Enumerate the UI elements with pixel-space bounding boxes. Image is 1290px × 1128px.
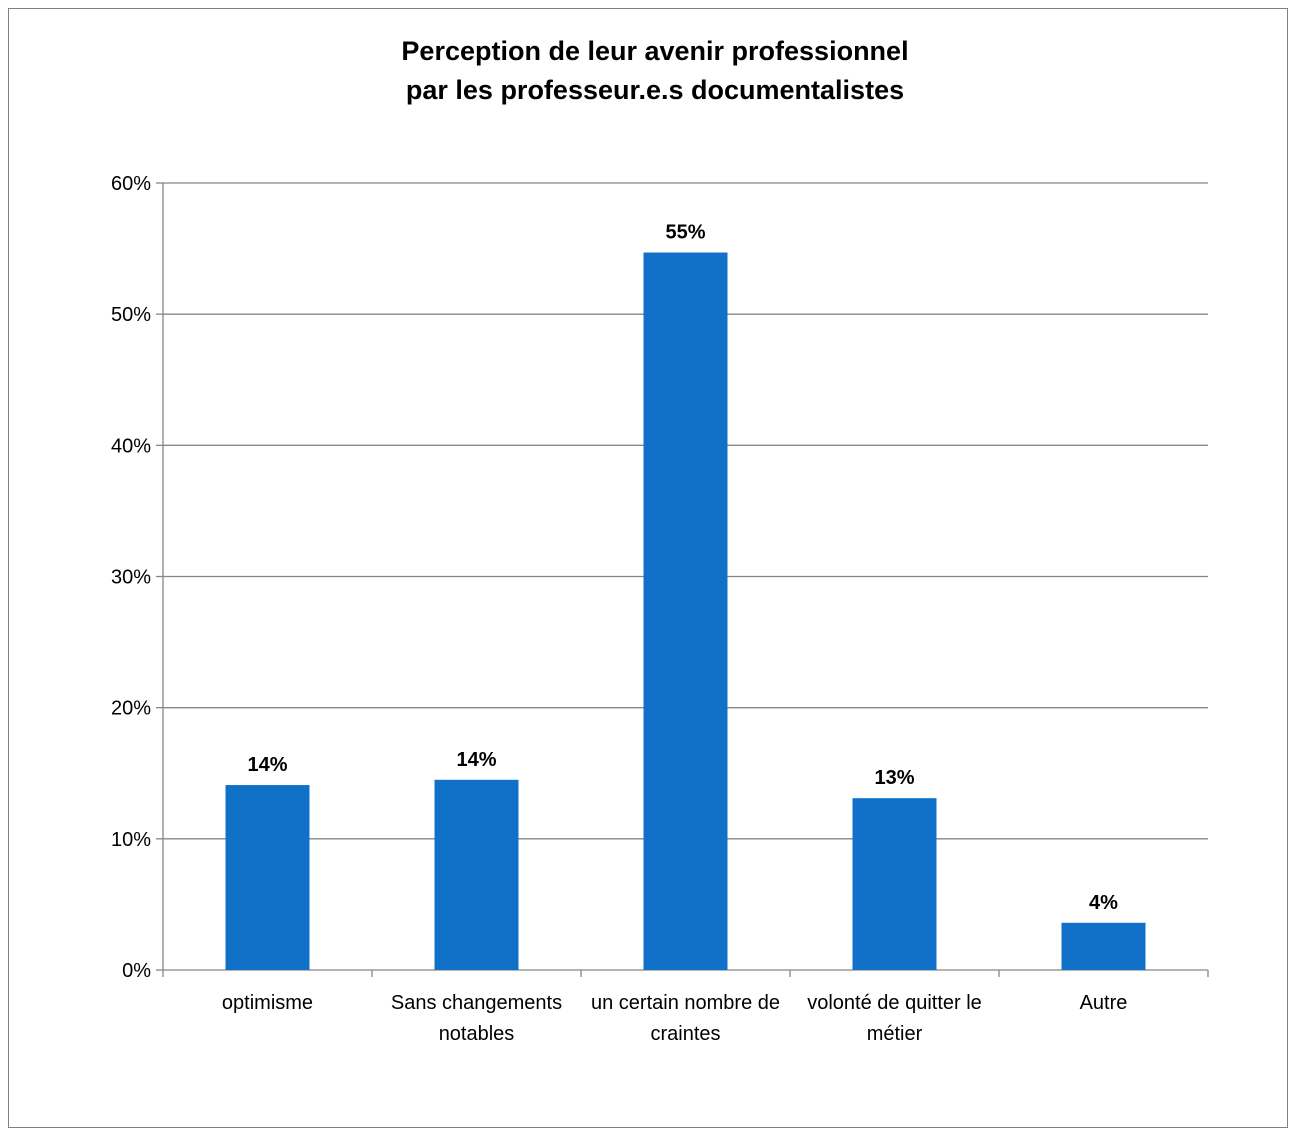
chart-title-line-2: par les professeur.e.s documentalistes [406,75,904,105]
y-tick-label: 30% [111,567,151,589]
y-tick-labels: 0% 10% 20% 30% 40% 50% 60% [111,173,151,982]
chart-title-line-1: Perception de leur avenir professionnel [401,36,908,66]
category-label: un certain nombre de [591,992,780,1014]
y-tick-label: 40% [111,435,151,457]
category-label: optimisme [222,992,313,1014]
bar [434,779,519,970]
data-label: 13% [874,767,914,789]
data-label: 14% [247,754,287,776]
bar [852,798,937,970]
y-tick-label: 50% [111,304,151,326]
category-label: volonté de quitter le [807,992,982,1014]
data-label: 14% [456,749,496,771]
data-label: 55% [665,222,705,244]
category-labels: optimisme Sans changements notables un cert… [222,992,1127,1045]
category-label: notables [439,1023,515,1045]
category-label: Autre [1080,992,1128,1014]
bar [1061,922,1146,970]
data-label: 4% [1089,892,1118,914]
bar [643,252,728,971]
y-tick-label: 20% [111,698,151,720]
data-labels: 14% 14% 55% 13% 4% [247,222,1118,914]
y-tick-label: 10% [111,829,151,851]
y-tick-label: 60% [111,173,151,195]
category-label: craintes [650,1023,720,1045]
y-tick-label: 0% [122,960,151,982]
category-label: métier [867,1023,923,1045]
category-label: Sans changements [391,992,562,1014]
bar [225,785,310,970]
bars [225,252,1146,971]
